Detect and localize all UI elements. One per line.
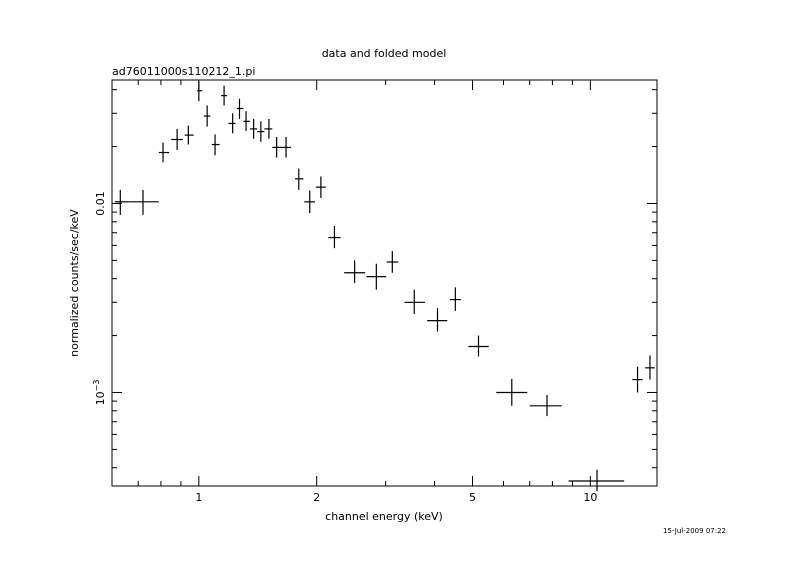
data-point <box>404 289 425 315</box>
data-point <box>203 105 211 127</box>
x-tick-label: 5 <box>469 491 476 504</box>
x-tick-label: 10 <box>583 491 597 504</box>
data-point <box>249 118 258 139</box>
data-point <box>221 85 227 106</box>
data-point <box>114 189 129 215</box>
data-point <box>496 378 528 406</box>
data-point <box>645 355 655 380</box>
x-tick-label: 1 <box>195 491 202 504</box>
data-point <box>257 121 265 142</box>
data-point <box>158 142 170 163</box>
data-point <box>280 136 292 158</box>
data-point <box>236 98 244 119</box>
data-point <box>294 168 304 190</box>
data-point <box>304 190 315 214</box>
axis-ticks <box>111 80 657 486</box>
tick-labels: 1 2 5 10 0.01 10−3 <box>92 191 597 504</box>
data-point <box>632 366 643 393</box>
data-point <box>328 225 341 249</box>
timestamp-label: 15-Jul-2009 07:22 <box>663 527 726 535</box>
chart-title: data and folded model <box>322 47 447 60</box>
data-point <box>128 189 159 215</box>
x-axis-label: channel energy (keV) <box>325 510 443 523</box>
data-point <box>211 134 220 156</box>
data-points <box>114 80 655 492</box>
y-tick-label: 0.01 <box>94 191 107 216</box>
plot-frame <box>111 79 658 487</box>
chart-subtitle: ad76011000s110212_1.pi <box>112 65 255 78</box>
data-point <box>568 469 625 492</box>
data-point <box>272 136 281 158</box>
data-point <box>529 394 562 417</box>
data-point <box>344 260 366 283</box>
data-point <box>243 111 250 131</box>
data-point <box>366 263 387 290</box>
data-point <box>197 80 203 102</box>
y-tick-label: 10−3 <box>92 380 107 406</box>
data-point <box>468 335 489 357</box>
data-point <box>315 176 326 198</box>
data-point <box>184 125 194 145</box>
data-point <box>228 113 236 134</box>
y-axis-label: normalized counts/sec/keV <box>68 209 81 357</box>
data-point <box>171 128 183 150</box>
x-tick-label: 2 <box>313 491 320 504</box>
data-point <box>449 287 461 311</box>
data-point <box>386 251 399 273</box>
data-point <box>264 118 273 139</box>
data-point <box>427 307 448 332</box>
